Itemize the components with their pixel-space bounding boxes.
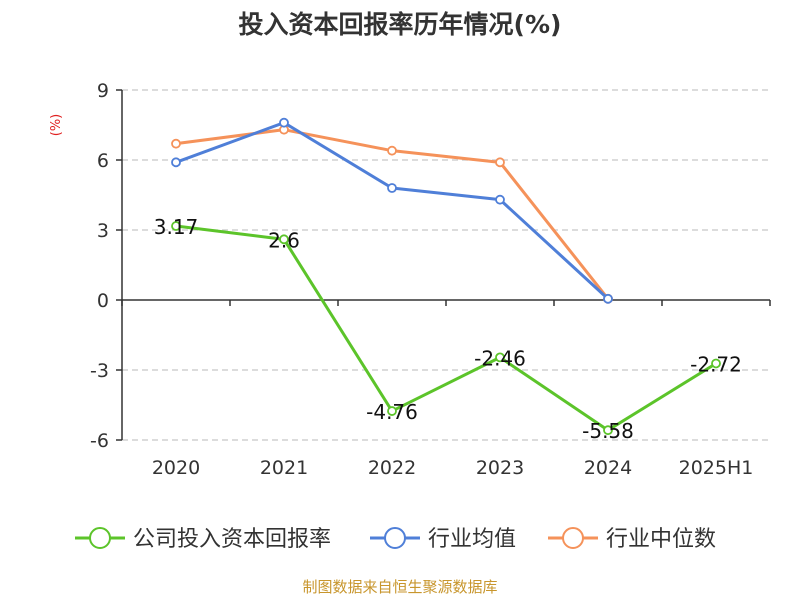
legend-marker-1 xyxy=(384,527,406,549)
series-2-point-2 xyxy=(387,145,397,156)
legend-label-1: 行业均值 xyxy=(428,527,516,552)
data-label-1: 2.6 xyxy=(268,228,300,252)
data-label-2: -4.76 xyxy=(366,400,418,424)
x-tick-label-5: 2025H1 xyxy=(679,457,754,479)
series-2-point-0 xyxy=(171,138,181,149)
y-tick-label-5: -6 xyxy=(90,430,109,452)
series-0-point-4 xyxy=(603,425,613,436)
axes: 9 6 3 0 -3 -6 2020 2021 2022 2023 2024 2025H1 xyxy=(90,80,771,479)
series-1-point-1 xyxy=(279,117,289,128)
legend-item-0[interactable]: 公司投入资本回报率 xyxy=(75,527,331,552)
series-0-point-0 xyxy=(171,221,181,231)
y-tick-label-1: 6 xyxy=(97,150,109,172)
legend-label-0: 公司投入资本回报率 xyxy=(133,527,331,552)
y-axis-label: (%) xyxy=(49,114,64,137)
x-tick-label-3: 2023 xyxy=(476,457,524,479)
data-labels: 3.17 2.6 -4.76 -2.46 -5.58 -2.72 xyxy=(154,215,742,443)
legend-item-2[interactable]: 行业中位数 xyxy=(548,527,716,552)
y-tick-label-3: 0 xyxy=(97,290,109,312)
legend-marker-2 xyxy=(562,527,584,549)
y-tick-label-0: 9 xyxy=(97,80,109,102)
series-1-point-3 xyxy=(495,194,505,205)
series-1-point-2 xyxy=(387,183,397,193)
gridlines xyxy=(122,89,770,441)
series-0-point-3 xyxy=(495,352,505,363)
series-0-point-1 xyxy=(279,234,289,245)
legend-marker-0 xyxy=(89,527,111,549)
y-tick-label-4: -3 xyxy=(90,360,109,382)
legend[interactable]: 公司投入资本回报率 行业均值 行业中位数 xyxy=(75,527,716,552)
series-1-point-0 xyxy=(171,157,181,168)
x-tick-label-2: 2022 xyxy=(368,457,416,479)
series-0-point-2 xyxy=(387,406,397,416)
data-label-0: 3.17 xyxy=(154,215,199,239)
source-note: 制图数据来自恒生聚源数据库 xyxy=(302,578,497,596)
data-label-3: -2.46 xyxy=(474,346,526,370)
series-1-point-4 xyxy=(603,293,613,304)
legend-item-1[interactable]: 行业均值 xyxy=(370,527,516,552)
data-label-5: -2.72 xyxy=(690,352,742,376)
x-tick-label-1: 2021 xyxy=(260,457,308,479)
x-tick-label-0: 2020 xyxy=(152,457,200,479)
y-tick-label-2: 3 xyxy=(97,220,109,242)
series-2-point-3 xyxy=(495,157,505,168)
series-line-0 xyxy=(175,224,717,432)
series-0-point-5 xyxy=(711,358,721,369)
chart-title: 投入资本回报率历年情况(%) xyxy=(239,10,562,39)
x-tick-label-4: 2024 xyxy=(584,457,632,479)
legend-label-2: 行业中位数 xyxy=(606,527,716,552)
series-group xyxy=(171,117,721,436)
data-label-4: -5.58 xyxy=(582,419,634,443)
